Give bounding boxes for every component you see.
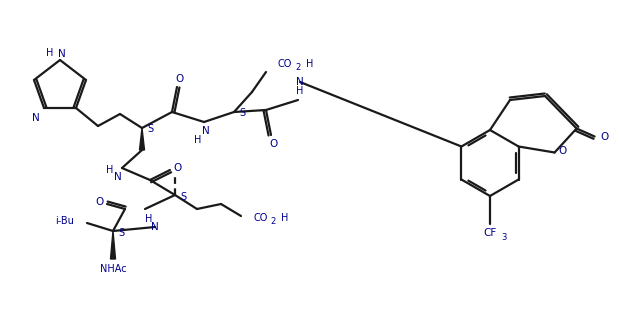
Text: CO: CO — [278, 59, 292, 69]
Text: 3: 3 — [501, 233, 507, 243]
Text: O: O — [175, 74, 183, 84]
Text: O: O — [95, 197, 103, 207]
Text: O: O — [174, 163, 182, 173]
Text: S: S — [147, 124, 153, 134]
Text: i-Bu: i-Bu — [55, 216, 75, 226]
Polygon shape — [140, 128, 145, 150]
Text: H: H — [194, 135, 202, 145]
Text: O: O — [269, 139, 277, 149]
Text: S: S — [180, 192, 186, 202]
Text: 2: 2 — [270, 217, 276, 226]
Text: H: H — [296, 86, 304, 96]
Text: CF: CF — [483, 228, 496, 238]
Text: H: H — [47, 48, 53, 58]
Text: S: S — [239, 108, 245, 118]
Text: CO: CO — [253, 213, 268, 223]
Text: N: N — [32, 113, 40, 123]
Text: H: H — [306, 59, 314, 69]
Text: N: N — [114, 172, 122, 182]
Text: 2: 2 — [296, 64, 301, 72]
Text: N: N — [296, 77, 304, 87]
Text: O: O — [558, 146, 567, 156]
Text: H: H — [106, 165, 114, 175]
Text: H: H — [145, 214, 153, 224]
Text: H: H — [281, 213, 288, 223]
Text: S: S — [118, 228, 124, 238]
Text: N: N — [202, 126, 210, 136]
Text: N: N — [58, 49, 66, 59]
Text: O: O — [601, 131, 609, 141]
Text: N: N — [151, 222, 159, 232]
Text: NHAc: NHAc — [100, 264, 126, 274]
Polygon shape — [111, 231, 116, 259]
